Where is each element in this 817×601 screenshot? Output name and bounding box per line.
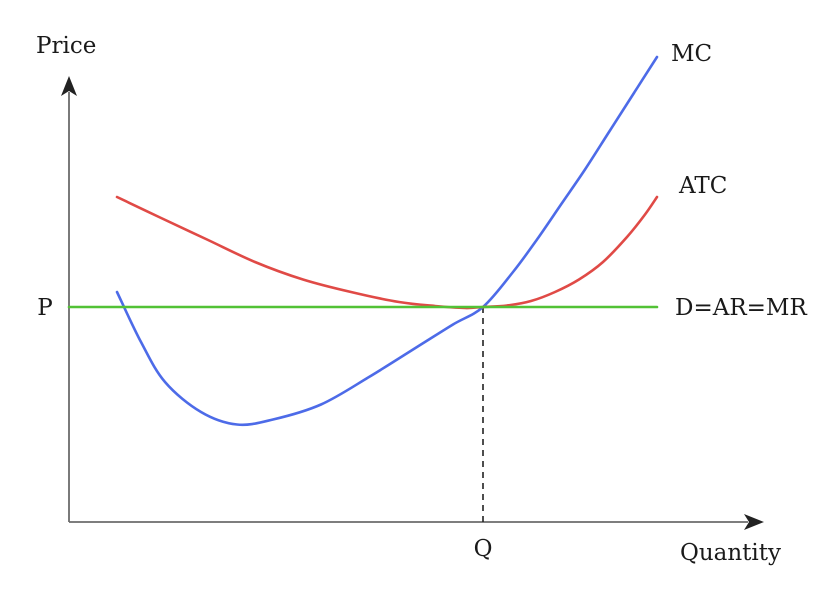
series-label-mc: MC — [671, 41, 712, 67]
y-axis-label: Price — [36, 33, 96, 59]
y-axis-arrow-icon — [61, 76, 77, 96]
y-tick-label: P — [37, 295, 52, 321]
series-label-d-ar-mr: D=AR=MR — [675, 295, 807, 321]
x-axis-arrow-icon — [744, 514, 764, 530]
series-line-mc — [115, 55, 659, 427]
chart-labels: Price Quantity MC ATC D=AR=MR P Q — [36, 33, 807, 566]
series-lines — [67, 55, 659, 427]
series-line-atc — [115, 195, 659, 310]
x-tick-label: Q — [474, 536, 493, 562]
x-axis-label: Quantity — [680, 540, 781, 566]
series-label-atc: ATC — [678, 173, 727, 199]
